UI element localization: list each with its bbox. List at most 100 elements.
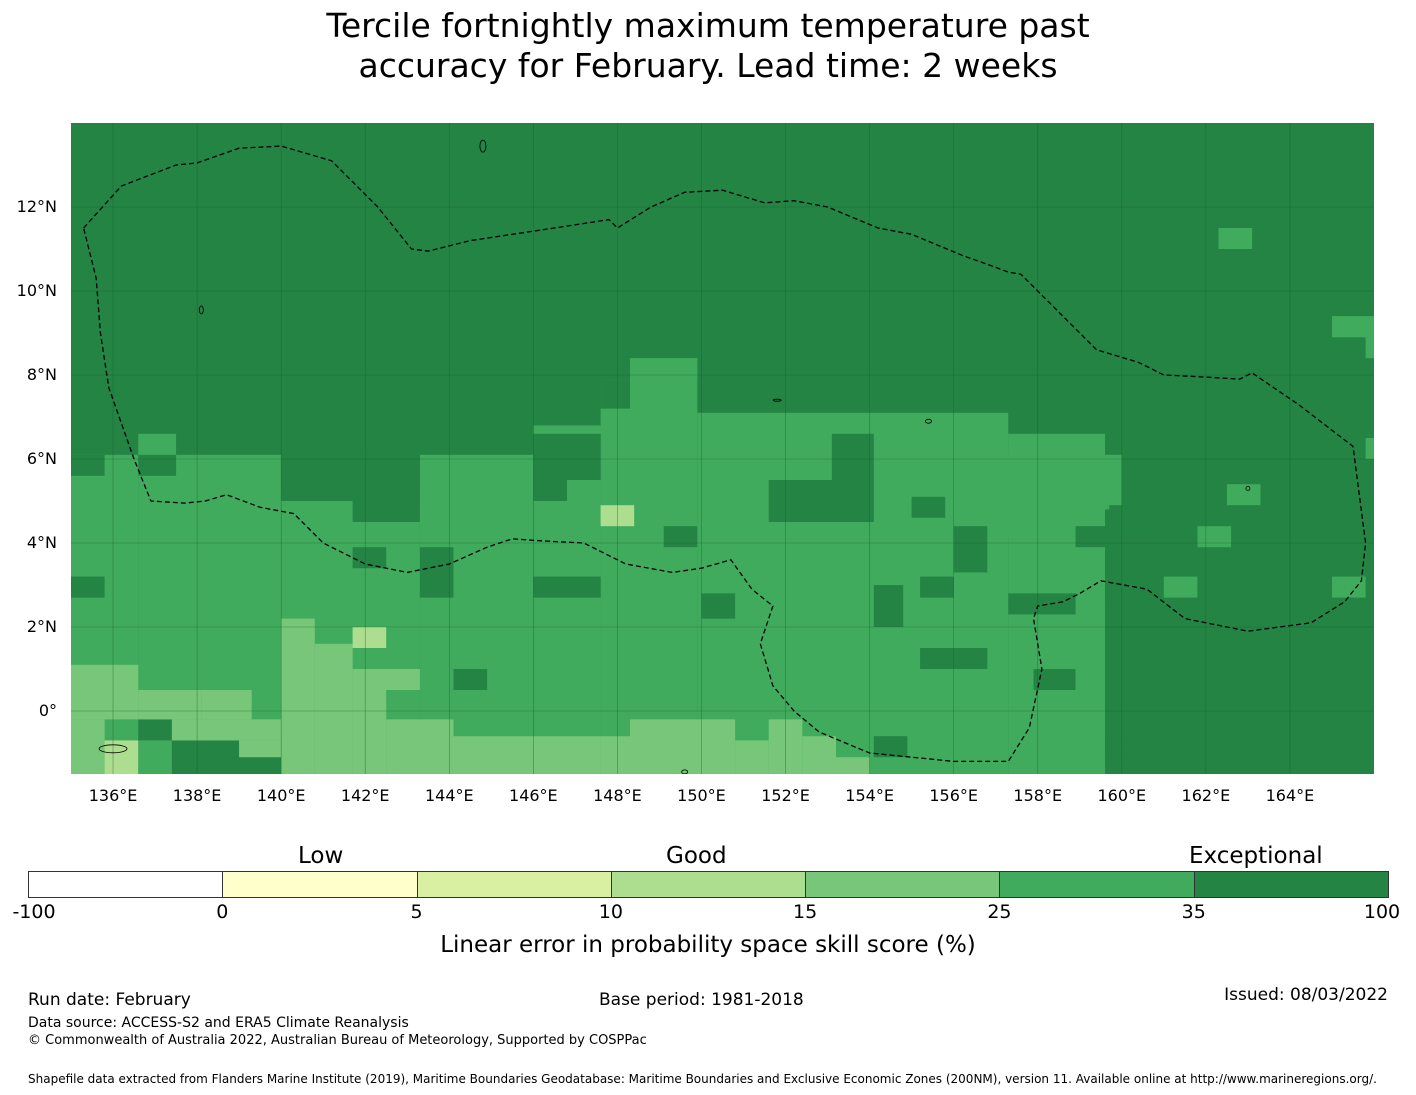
skill-cell <box>1226 484 1261 506</box>
colorbar-tick-label: 100 <box>1363 901 1401 923</box>
lon-tick-label: 150°E <box>677 786 726 805</box>
skill-cell <box>873 585 904 627</box>
skill-cell <box>138 433 177 455</box>
skill-cell <box>71 576 105 598</box>
skill-cell <box>1105 454 1122 510</box>
skill-cell <box>953 526 988 573</box>
lon-tick-label: 162°E <box>1181 786 1231 805</box>
colorbar-tick-label: 10 <box>598 901 623 923</box>
skill-cell <box>911 496 946 518</box>
colorbar <box>28 871 1389 898</box>
colorbar-segment <box>416 871 612 898</box>
skill-cell <box>932 454 1101 535</box>
colorbar-segment <box>805 871 1001 898</box>
colorbar-segment <box>1193 871 1389 898</box>
skill-cell <box>138 690 202 720</box>
lat-tick-label: 0° <box>38 701 57 720</box>
chart-title: Tercile fortnightly maximum temperature … <box>0 6 1416 86</box>
skill-cell <box>533 736 601 774</box>
lat-tick-label: 10°N <box>16 281 57 300</box>
skill-cell <box>201 690 252 720</box>
colorbar-tick-label: 25 <box>987 901 1012 923</box>
skill-cell <box>600 379 630 774</box>
skill-cell <box>201 757 282 774</box>
colorbar-segment <box>610 871 807 898</box>
skill-cell <box>1365 337 1374 359</box>
colorbar-tick-label: 5 <box>410 901 423 923</box>
lat-tick-label: 6°N <box>26 449 57 468</box>
lon-tick-label: 148°E <box>593 786 642 805</box>
skill-cell <box>1008 593 1076 615</box>
lon-tick-label: 152°E <box>761 786 810 805</box>
skill-map[interactable] <box>71 123 1374 774</box>
skill-cell <box>920 576 954 598</box>
map-gridlines <box>71 123 1374 774</box>
skill-cell <box>352 547 387 569</box>
colorbar-tick-label: -100 <box>12 901 56 923</box>
skill-cell <box>630 358 698 380</box>
skill-cell <box>138 454 177 476</box>
shapefile-credit: Shapefile data extracted from Flanders M… <box>28 1072 1377 1086</box>
category-low: Low <box>298 843 344 869</box>
skill-cell <box>600 379 630 409</box>
colorbar-tick-label: 35 <box>1181 901 1206 923</box>
island-outline <box>479 139 487 153</box>
skill-cell <box>352 627 387 648</box>
skill-cell <box>71 719 105 774</box>
lon-tick-label: 136°E <box>88 786 138 805</box>
category-good: Good <box>666 843 727 869</box>
lon-tick-label: 164°E <box>1265 786 1315 805</box>
lon-tick-label: 144°E <box>424 786 474 805</box>
skill-cell <box>171 719 282 741</box>
lon-tick-label: 146°E <box>509 786 558 805</box>
skill-cell <box>663 526 698 548</box>
issued-date: Issued: 08/03/2022 <box>1224 985 1388 1005</box>
skill-cell <box>71 454 105 476</box>
lon-tick-label: 156°E <box>929 786 978 805</box>
map-canvas <box>71 123 1374 774</box>
skill-cell <box>1332 576 1366 598</box>
lon-tick-label: 158°E <box>1013 786 1063 805</box>
skill-cell <box>1109 736 1143 758</box>
data-source: Data source: ACCESS-S2 and ERA5 Climate … <box>28 1015 409 1031</box>
lon-tick-label: 140°E <box>256 786 306 805</box>
skill-cell <box>533 480 567 501</box>
copyright: © Commonwealth of Australia 2022, Austra… <box>28 1033 647 1048</box>
skill-cell <box>281 454 353 501</box>
skill-cell <box>352 669 420 690</box>
skill-cell <box>831 433 874 522</box>
skill-cell <box>1109 505 1143 606</box>
skill-cell <box>453 669 488 690</box>
lon-tick-label: 138°E <box>172 786 222 805</box>
colorbar-tick-label: 15 <box>793 901 818 923</box>
island-coastlines <box>98 139 1251 774</box>
skill-cell <box>386 719 454 774</box>
skill-cell <box>314 643 353 774</box>
skill-cells <box>71 228 1374 774</box>
skill-cell <box>138 719 172 741</box>
skill-cell <box>104 740 139 774</box>
skill-cell <box>533 576 601 598</box>
skill-cell <box>735 740 769 774</box>
skill-cell <box>71 664 139 720</box>
skill-cell <box>1163 576 1198 598</box>
colorbar-label: Linear error in probability space skill … <box>440 932 976 958</box>
colorbar-tick-label: 0 <box>216 901 229 923</box>
skill-cell <box>533 433 601 480</box>
title-line-1: Tercile fortnightly maximum temperature … <box>326 6 1090 45</box>
island-outline <box>1245 485 1251 491</box>
run-date: Run date: February <box>28 990 191 1010</box>
skill-cell <box>836 757 870 774</box>
lat-tick-label: 2°N <box>26 617 57 636</box>
skill-cell <box>352 454 420 522</box>
skill-cell <box>1197 526 1232 548</box>
lon-tick-label: 142°E <box>340 786 390 805</box>
skill-cell <box>1365 438 1374 459</box>
skill-cell <box>1332 316 1374 338</box>
base-period: Base period: 1981-2018 <box>599 990 804 1010</box>
island-outline <box>98 744 128 754</box>
skill-cell <box>239 740 282 758</box>
skill-cell <box>630 719 736 774</box>
skill-cell <box>281 618 315 774</box>
category-exceptional: Exceptional <box>1189 843 1323 869</box>
